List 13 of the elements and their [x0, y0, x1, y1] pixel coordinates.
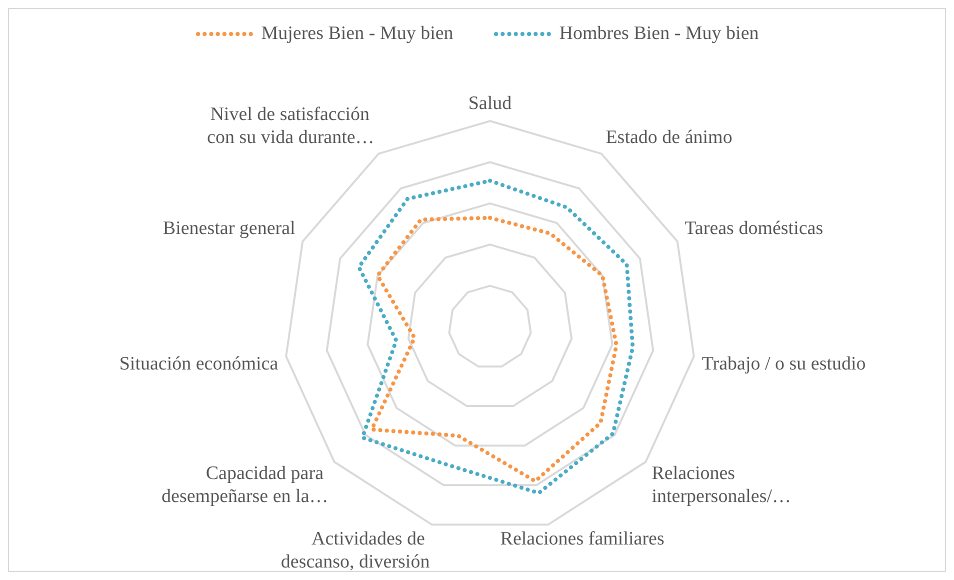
legend-label: Mujeres Bien - Muy bien [261, 23, 454, 45]
spoke-label: Estado de ánimo [606, 126, 732, 148]
legend-label: Hombres Bien - Muy bien [559, 23, 759, 45]
spoke-label: Trabajo / o su estudio [702, 353, 866, 374]
spoke-label: Salud [468, 93, 512, 114]
spoke-label: Nivel de satisfacción con su vida durante… [207, 104, 374, 148]
spoke-label: Actividades de descanso, diversión [280, 528, 430, 572]
spoke-label: Relaciones familiares [500, 528, 664, 550]
spoke-label: Bienestar general [162, 218, 296, 240]
spoke-label: Situación económica [119, 353, 279, 374]
spoke-label: Tareas domésticas [684, 218, 824, 240]
spoke-label: Capacidad para desempeñarse en la… [162, 463, 328, 508]
spoke-label: Relaciones interpersonales/… [652, 463, 792, 508]
